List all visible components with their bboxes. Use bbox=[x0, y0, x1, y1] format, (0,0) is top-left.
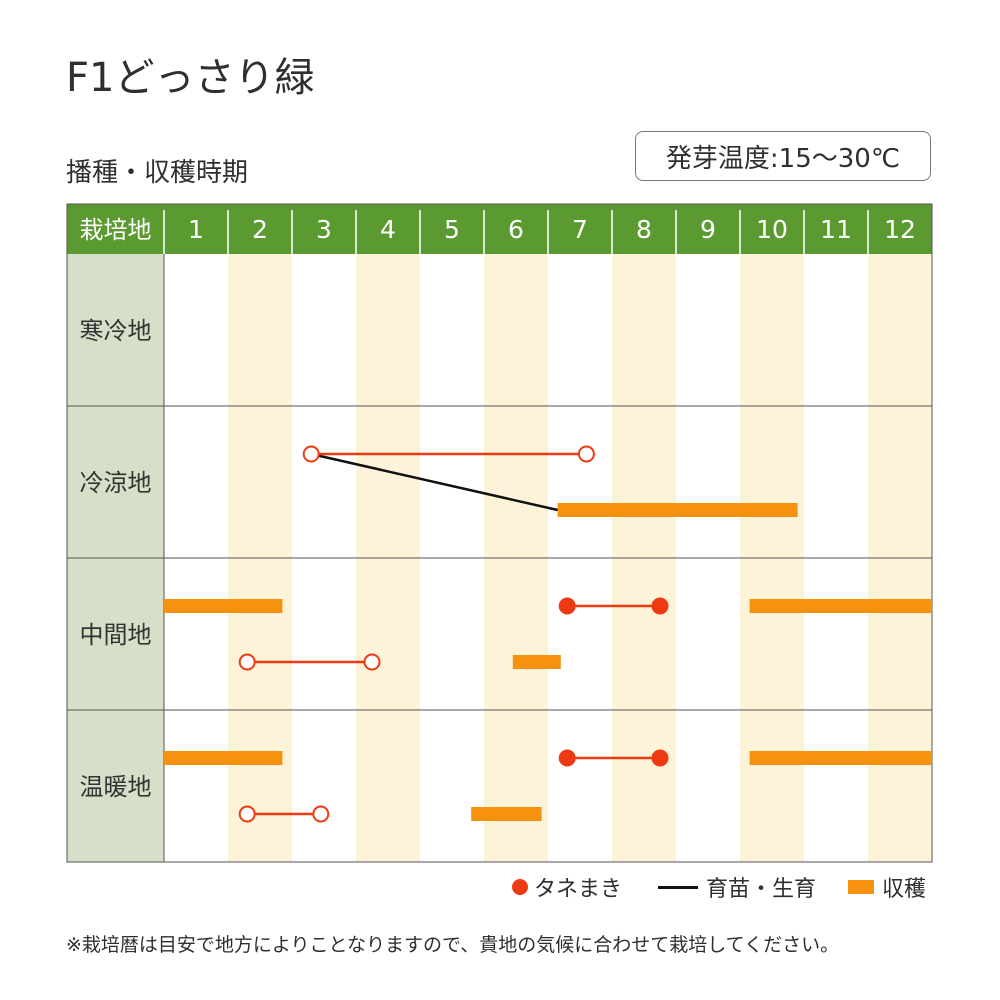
harvest-bar bbox=[164, 751, 283, 765]
header-row bbox=[67, 204, 932, 254]
harvest-bar bbox=[471, 807, 542, 821]
footnote: ※栽培暦は目安で地方によりことなりますので、貴地の気候に合わせて栽培してください… bbox=[66, 934, 840, 956]
sowing-marker-open bbox=[238, 653, 256, 671]
header-label: 栽培地 bbox=[80, 216, 152, 244]
sowing-marker-filled bbox=[558, 597, 576, 615]
region-label: 冷涼地 bbox=[80, 469, 152, 497]
legend-item-growing: 育苗・生育 bbox=[658, 872, 816, 902]
chart-subtitle: 播種・収穫時期 bbox=[66, 158, 249, 188]
legend-item-harvest: 収穫 bbox=[848, 872, 926, 902]
region-label: 温暖地 bbox=[80, 773, 152, 801]
month-label-11: 11 bbox=[820, 215, 852, 244]
month-label-6: 6 bbox=[508, 215, 524, 244]
harvest-bar bbox=[557, 503, 798, 517]
harvest-bar-icon bbox=[848, 880, 874, 894]
sowing-marker-filled bbox=[651, 749, 669, 767]
harvest-bar bbox=[164, 599, 283, 613]
month-label-5: 5 bbox=[444, 215, 460, 244]
region-label: 中間地 bbox=[80, 621, 152, 649]
growing-line-icon bbox=[658, 885, 698, 889]
sowing-marker-open bbox=[238, 805, 256, 823]
harvest-bar bbox=[749, 599, 932, 613]
sowing-marker-open bbox=[302, 445, 320, 463]
month-label-10: 10 bbox=[756, 215, 788, 244]
month-label-12: 12 bbox=[884, 215, 916, 244]
month-label-2: 2 bbox=[252, 215, 268, 244]
legend: タネまき 育苗・生育 収穫 bbox=[500, 872, 932, 902]
month-label-3: 3 bbox=[316, 215, 332, 244]
month-label-4: 4 bbox=[380, 215, 396, 244]
sowing-marker-filled bbox=[651, 597, 669, 615]
table-border bbox=[66, 203, 933, 863]
month-label-1: 1 bbox=[188, 215, 204, 244]
sowing-dot-icon bbox=[512, 879, 528, 895]
page-title: F1どっさり緑 bbox=[66, 55, 315, 101]
sowing-marker-open bbox=[577, 445, 595, 463]
harvest-bar bbox=[749, 751, 932, 765]
month-label-7: 7 bbox=[572, 215, 588, 244]
month-label-8: 8 bbox=[636, 215, 652, 244]
harvest-bar bbox=[512, 655, 561, 669]
sowing-marker-filled bbox=[558, 749, 576, 767]
sowing-marker-open bbox=[363, 653, 381, 671]
legend-label-sowing: タネまき bbox=[534, 877, 623, 902]
legend-item-sowing: タネまき bbox=[512, 872, 622, 902]
month-label-9: 9 bbox=[700, 215, 716, 244]
legend-label-harvest: 収穫 bbox=[882, 877, 927, 902]
sowing-marker-open bbox=[312, 805, 330, 823]
region-label: 寒冷地 bbox=[80, 317, 152, 345]
growing-line bbox=[310, 452, 558, 512]
legend-label-growing: 育苗・生育 bbox=[706, 877, 817, 902]
temperature-badge: 発芽温度:15〜30℃ bbox=[635, 131, 931, 181]
